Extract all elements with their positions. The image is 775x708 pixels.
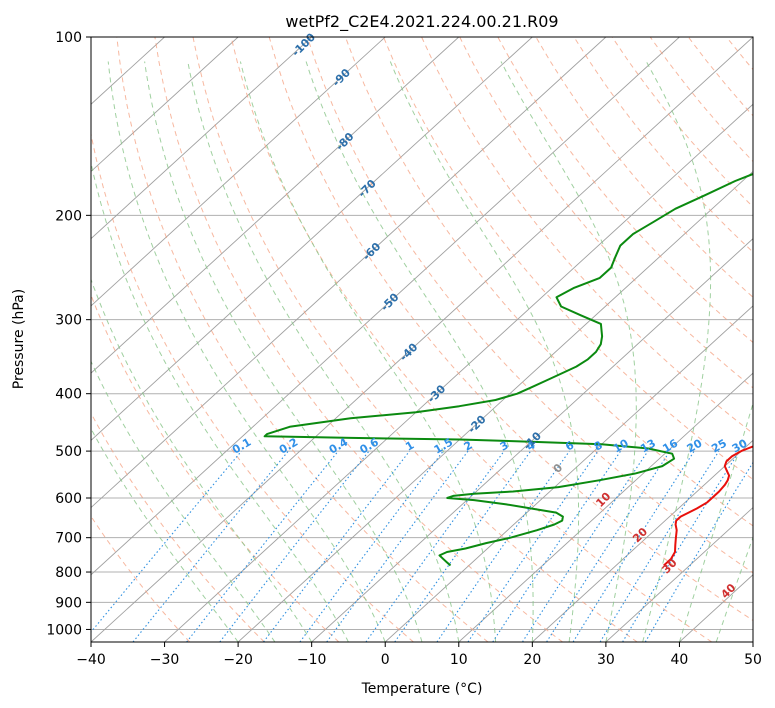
mixing-ratio-line <box>299 450 444 642</box>
mixing-ratio-line <box>326 450 469 642</box>
x-tick-label: −20 <box>223 652 253 668</box>
dry-adiabat-line <box>91 293 340 642</box>
dry-adiabat-line <box>154 37 563 642</box>
moist-adiabat-line <box>91 278 313 642</box>
dry-adiabat-line <box>268 37 753 622</box>
y-tick-label: 400 <box>55 387 82 403</box>
isotherm-line <box>91 37 460 374</box>
isotherm-line <box>311 238 753 642</box>
mixing-ratio-line <box>91 450 242 633</box>
dry-adiabat-line <box>497 37 753 344</box>
isotherm-line <box>458 372 753 642</box>
mixing-ratio-line <box>132 450 289 642</box>
dewpoint-line <box>263 172 753 567</box>
mixing-ratio-line <box>599 450 720 642</box>
dry-adiabat-line <box>344 37 753 527</box>
x-tick-label: 20 <box>523 652 541 668</box>
isotherm-line <box>237 170 753 642</box>
temperature-line <box>663 445 753 567</box>
y-tick-label: 100 <box>55 30 82 46</box>
dry-adiabat-line <box>116 37 489 642</box>
mixing-ratio-line <box>492 450 622 642</box>
y-tick-label: 900 <box>55 595 82 611</box>
mixing-ratio-line <box>394 450 532 642</box>
mixing-ratio-line <box>572 450 695 642</box>
isotherm-line <box>91 37 680 576</box>
mixing-ratio-line <box>467 450 599 642</box>
y-tick-label: 700 <box>55 531 82 547</box>
moist-adiabat-line <box>91 160 349 642</box>
moist-adiabat-line <box>642 61 712 642</box>
moist-adiabat-line <box>107 61 386 642</box>
mixing-ratio-line <box>436 450 570 642</box>
moist-adiabat-line <box>305 61 534 642</box>
dry-adiabat-line <box>459 37 753 389</box>
dry-adiabat-line <box>91 515 191 642</box>
y-tick-label: 200 <box>55 208 82 224</box>
x-tick-label: 30 <box>597 652 615 668</box>
y-tick-label: 1000 <box>46 622 82 638</box>
y-tick-label: 300 <box>55 313 82 329</box>
x-tick-label: −10 <box>297 652 327 668</box>
x-tick-label: 50 <box>744 652 762 668</box>
y-axis-label: Pressure (hPa) <box>11 289 27 389</box>
x-tick-label: −40 <box>76 652 106 668</box>
mixing-ratio-line <box>522 450 649 642</box>
mixing-ratio-line <box>186 450 339 642</box>
isotherm-line <box>91 37 239 173</box>
isotherm-line <box>91 37 753 642</box>
dry-adiabat-line <box>91 412 265 642</box>
mixing-ratio-line <box>263 450 410 642</box>
x-tick-label: −30 <box>150 652 180 668</box>
isotherm-line <box>91 37 533 441</box>
dry-adiabat-line <box>192 37 638 642</box>
isotherm-line <box>91 37 607 509</box>
isotherm-line <box>91 37 386 307</box>
background-lines <box>91 37 753 642</box>
y-tick-label: 800 <box>55 565 82 581</box>
plot-frame <box>90 36 754 643</box>
isotherm-line <box>605 506 753 642</box>
dry-adiabat-line <box>91 131 414 642</box>
axis-ticks: −40 −30 −20 −10 0 10 20 30 40 50 100 200 300 400 500 60… <box>46 30 762 668</box>
mixing-ratio-line <box>622 450 740 642</box>
isotherm-line <box>164 103 753 642</box>
profile-lines <box>263 172 753 567</box>
y-tick-label: 500 <box>55 444 82 460</box>
isotherm-line <box>91 37 312 240</box>
dry-adiabat-line <box>306 37 753 574</box>
mixing-ratio-line <box>546 450 671 642</box>
moist-adiabat-line <box>187 61 460 642</box>
moist-adiabat-line <box>144 61 423 642</box>
moist-adiabat-line <box>500 61 637 642</box>
moist-adiabat-line <box>389 61 580 642</box>
mixing-ratio-line <box>365 450 505 642</box>
chart-title: wetPf2_C2E4.2021.224.00.21.R09 <box>285 12 558 32</box>
moist-adiabat-line <box>239 61 497 642</box>
y-tick-label: 600 <box>55 491 82 507</box>
x-axis-label: Temperature (°C) <box>361 681 483 697</box>
dry-adiabat-line <box>230 37 713 642</box>
x-tick-label: 0 <box>381 652 390 668</box>
isotherm-line <box>532 439 753 642</box>
x-tick-label: 40 <box>671 652 689 668</box>
x-tick-label: 10 <box>450 652 468 668</box>
